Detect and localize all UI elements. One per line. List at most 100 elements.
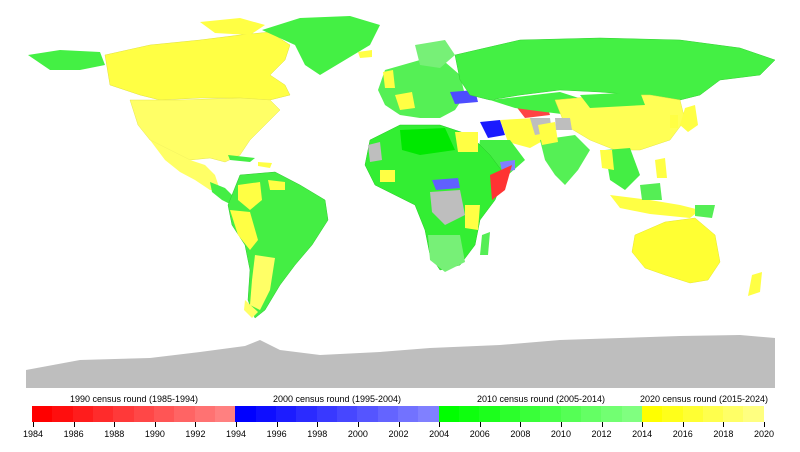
legend-swatch (133, 406, 154, 422)
legend-tick-label: 1996 (266, 429, 287, 439)
region-guyana (268, 180, 285, 190)
legend-swatch (52, 406, 73, 422)
legend-tick-mark (601, 422, 603, 427)
region-tanzania (465, 205, 480, 230)
legend-tick-mark (33, 422, 34, 427)
region-madagascar (480, 232, 490, 255)
region-western-sahara (368, 142, 382, 162)
legend-tick-mark (73, 422, 75, 427)
legend-swatch (519, 406, 541, 422)
legend-tick-mark (560, 422, 562, 427)
region-southeast-asia (605, 148, 640, 190)
legend-tick-label: 2020 (753, 429, 775, 439)
region-somalia (490, 165, 512, 200)
region-myanmar (600, 150, 614, 170)
region-australia (631, 217, 721, 284)
legend-tick-label: 1988 (104, 429, 125, 439)
region-argentina (250, 255, 275, 310)
legend-tick-label: 2008 (510, 429, 531, 439)
region-arctic-canada (200, 18, 265, 35)
region-drc (430, 190, 465, 225)
legend-tick-mark (439, 422, 441, 427)
region-usa (129, 97, 281, 163)
legend-swatch (743, 406, 764, 422)
region-new-zealand (748, 272, 762, 296)
legend-swatch (235, 406, 256, 422)
legend-swatch (377, 406, 398, 422)
legend-tick-label: 2014 (632, 429, 653, 439)
legend-swatch (662, 406, 683, 422)
legend-swatch (499, 406, 520, 422)
legend-tick-mark (723, 422, 725, 427)
region-alaska (28, 50, 105, 70)
region-west-africa (380, 170, 395, 182)
legend-swatch (296, 406, 317, 422)
legend-tick-mark (154, 422, 156, 427)
legend-swatch (621, 406, 642, 422)
legend-tick-mark (398, 422, 400, 427)
legend-tick-mark (236, 422, 238, 427)
legend-tick-mark (642, 422, 644, 427)
legend-tick-label: 1986 (63, 429, 84, 439)
legend-tick-mark (114, 422, 116, 427)
legend-swatch (113, 406, 134, 422)
legend-color-scale (32, 406, 764, 422)
legend-swatch (601, 406, 622, 422)
legend-tick-mark (520, 422, 522, 427)
region-europe (378, 60, 465, 118)
legend-round-label: 2020 census round (2015-2024) (639, 394, 769, 404)
region-france (395, 92, 415, 110)
legend-tick-label: 1990 (144, 429, 165, 439)
legend-tick-mark (357, 422, 359, 427)
legend-swatch (32, 406, 53, 422)
world-map (26, 16, 776, 388)
region-chile-tip (244, 300, 258, 318)
region-indonesia (610, 195, 700, 218)
legend-swatch (72, 406, 93, 422)
legend-swatch (580, 406, 602, 422)
legend-swatch (255, 406, 276, 422)
legend-tick-label: 2012 (591, 429, 612, 439)
legend-swatch (153, 406, 175, 422)
legend-tick-mark (317, 422, 319, 427)
region-scandinavia (415, 40, 455, 68)
region-philippines (655, 158, 667, 178)
region-borneo (640, 183, 662, 200)
region-mongolia (580, 92, 645, 108)
legend-tick-mark (479, 422, 481, 427)
legend-swatch (357, 406, 378, 422)
legend-round-label: 2010 census round (2005-2014) (476, 394, 606, 404)
region-egypt (455, 132, 478, 152)
legend-tick-label: 2016 (672, 429, 693, 439)
region-russia (454, 37, 776, 101)
legend-round-label: 1990 census round (1985-1994) (69, 394, 199, 404)
region-iraq (480, 120, 505, 138)
region-sahel-north (400, 128, 455, 155)
legend-swatch (723, 406, 744, 422)
legend-tick-label: 1984 (22, 429, 44, 439)
legend-tick-label: 2018 (713, 429, 734, 439)
legend-swatch (418, 406, 439, 422)
legend-swatch (540, 406, 561, 422)
legend-swatch (174, 406, 195, 422)
legend-tick-label: 2000 (347, 429, 368, 439)
legend-tick-label: 2010 (550, 429, 571, 439)
legend-swatch (702, 406, 724, 422)
legend-tick-label: 2002 (388, 429, 409, 439)
legend-swatch (682, 406, 703, 422)
legend-round-label: 2000 census round (1995-2004) (272, 394, 402, 404)
region-india (540, 135, 590, 185)
legend-tick-label: 2004 (429, 429, 450, 439)
region-iceland (358, 50, 372, 58)
legend-tick-label: 2006 (469, 429, 490, 439)
region-mexico (150, 140, 220, 190)
region-peru (230, 210, 258, 250)
legend-swatch (194, 406, 215, 422)
legend-tick-label: 1992 (185, 429, 206, 439)
region-pakistan (538, 122, 558, 145)
region-png (695, 205, 715, 218)
region-japan (680, 105, 698, 132)
legend-tick-mark (195, 422, 197, 427)
legend-swatch (438, 406, 459, 422)
legend-swatch (479, 406, 500, 422)
